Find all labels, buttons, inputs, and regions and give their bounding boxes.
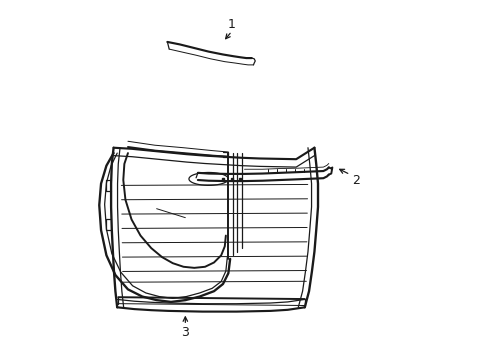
Text: 2: 2 [351,174,359,186]
Text: 1: 1 [227,18,235,31]
Text: 3: 3 [181,326,189,339]
